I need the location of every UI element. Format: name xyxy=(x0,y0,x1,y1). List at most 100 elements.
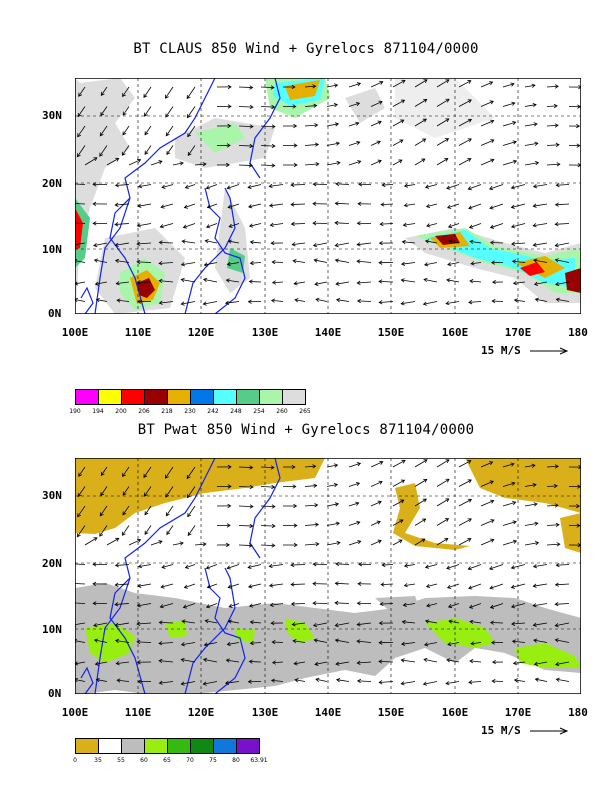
wind-vector-head xyxy=(423,478,428,483)
wind-vector-head xyxy=(554,84,559,89)
wind-vector xyxy=(414,118,427,127)
wind-vector xyxy=(446,681,460,685)
wind-vector-head xyxy=(554,202,559,207)
wind-vector-head xyxy=(467,80,472,84)
wind-vector xyxy=(392,80,406,88)
top-gridlines xyxy=(75,78,581,314)
wind-vector-head xyxy=(114,563,119,568)
wind-vector-head xyxy=(576,503,581,509)
wind-vector xyxy=(326,142,340,146)
wind-vector-head xyxy=(183,584,188,589)
bottom-scale-label: 15 M/S xyxy=(481,724,521,737)
wind-vector-head xyxy=(314,522,320,527)
wind-vector-head xyxy=(378,260,383,265)
wind-vector-head xyxy=(186,494,191,499)
wind-vector xyxy=(414,479,427,487)
wind-vector xyxy=(533,603,548,607)
wind-vector-head xyxy=(357,540,362,545)
wind-vector xyxy=(122,466,130,477)
wind-vector-head xyxy=(143,473,148,478)
wind-vector xyxy=(436,538,449,546)
wind-vector-head xyxy=(249,523,254,529)
wind-vector xyxy=(448,620,460,624)
wind-vector-head xyxy=(136,538,142,543)
wind-vector xyxy=(414,138,426,146)
wind-vector xyxy=(270,223,284,226)
wind-vector-head xyxy=(490,260,495,265)
wind-vector-head xyxy=(95,677,100,683)
wind-vector-head xyxy=(422,301,427,306)
wind-vector xyxy=(116,661,130,665)
wind-vector xyxy=(480,461,493,468)
wind-vector xyxy=(555,281,570,285)
wind-vector xyxy=(159,642,174,644)
wind-vector-head xyxy=(356,82,362,87)
wind-vector-head xyxy=(335,521,340,526)
wind-vector xyxy=(238,505,253,507)
wind-vector-head xyxy=(224,300,230,305)
wind-vector-head xyxy=(227,464,232,470)
wind-vector xyxy=(480,159,494,166)
colorbar-tick-label: 60 xyxy=(140,757,148,764)
wind-vector-head xyxy=(315,161,320,167)
wind-vector-head xyxy=(422,138,427,143)
wind-vector-head xyxy=(511,101,516,106)
wind-vector xyxy=(150,540,163,546)
wind-vector-head xyxy=(512,159,518,164)
wind-vector xyxy=(524,104,537,107)
wind-vector-head xyxy=(423,277,428,283)
wind-vector xyxy=(122,86,130,97)
wind-vector-head xyxy=(446,278,451,283)
bottom-lat-label-10n: 10N xyxy=(42,623,62,636)
wind-vector-head xyxy=(468,604,474,609)
wind-vector-head xyxy=(511,241,516,246)
wind-vector-head xyxy=(490,499,495,504)
wind-vector-head xyxy=(532,102,537,108)
colorbar-swatch xyxy=(213,738,237,754)
bottom-map-svg xyxy=(75,458,581,694)
wind-vector xyxy=(524,503,538,507)
wind-vector-head xyxy=(334,201,339,206)
wind-vector xyxy=(436,518,449,526)
wind-vector-head xyxy=(115,281,120,286)
wind-vector xyxy=(370,81,383,88)
wind-vector xyxy=(76,145,86,157)
wind-vector xyxy=(392,499,404,507)
wind-vector xyxy=(161,583,174,588)
wind-vector-head xyxy=(576,123,581,129)
colorbar-swatch xyxy=(144,389,168,405)
colorbar-swatch xyxy=(213,389,237,405)
wind-vector xyxy=(227,184,240,189)
wind-vector-head xyxy=(75,281,79,286)
wind-vector xyxy=(77,486,86,497)
wind-vector-head xyxy=(92,221,97,226)
wind-vector-head xyxy=(291,622,296,627)
wind-vector xyxy=(75,563,86,565)
wind-vector-head xyxy=(92,581,97,587)
wind-vector xyxy=(206,564,218,569)
wind-vector-head xyxy=(75,677,79,683)
wind-vector xyxy=(370,101,383,107)
wind-vector xyxy=(228,620,240,624)
wind-vector-head xyxy=(312,581,317,586)
wind-vector xyxy=(165,86,174,99)
wind-vector-head xyxy=(490,519,495,524)
wind-vector xyxy=(137,641,152,643)
wind-vector xyxy=(512,260,526,263)
top-lat-label-0n: 0N xyxy=(48,307,62,320)
wind-vector-head xyxy=(424,564,430,569)
bottom-gridlines xyxy=(75,458,581,694)
wind-vector xyxy=(401,262,416,265)
wind-vector-head xyxy=(187,513,192,518)
wind-vector xyxy=(403,603,416,606)
wind-vector-head xyxy=(291,242,296,247)
wind-vector xyxy=(238,164,253,166)
wind-vector xyxy=(294,281,306,285)
wind-vector-head xyxy=(165,512,170,517)
wind-vector xyxy=(99,505,108,517)
wind-vector xyxy=(128,539,141,546)
wind-vector xyxy=(115,640,130,643)
wind-vector xyxy=(335,242,350,247)
wind-vector-head xyxy=(356,660,361,665)
wind-vector-head xyxy=(356,140,361,145)
